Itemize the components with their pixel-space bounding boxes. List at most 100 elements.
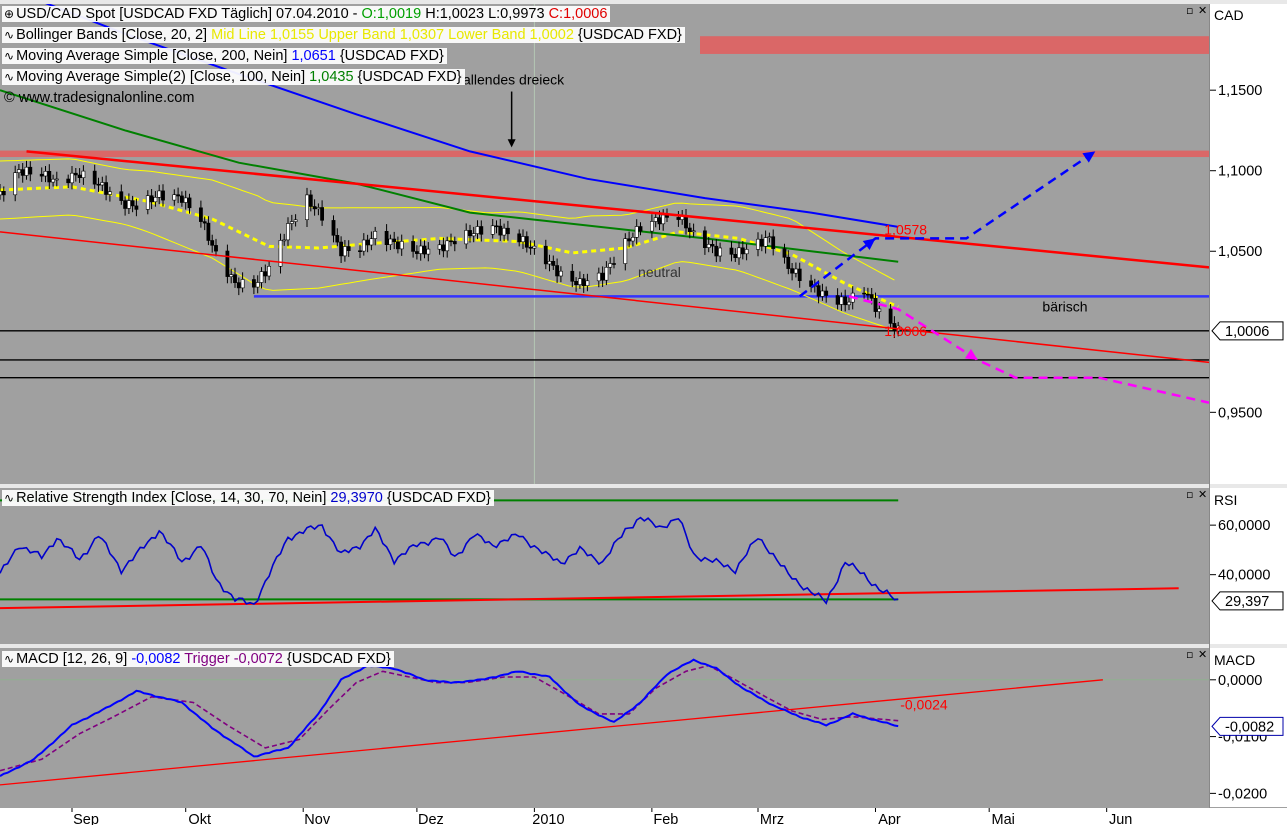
candle-body	[252, 279, 256, 288]
candle-body	[873, 297, 878, 312]
panel-separators	[0, 0, 1287, 808]
rsi-close-icon[interactable]: ✕	[1198, 488, 1208, 501]
price-candle	[676, 211, 681, 227]
price-candle	[13, 165, 18, 202]
rsi-axis-background[interactable]	[1210, 488, 1287, 644]
legend-row-ma200[interactable]: ∿ Moving Average Simple [Close, 200, Nein…	[2, 47, 685, 66]
rsi-minimize-icon[interactable]: ▫	[1186, 488, 1194, 501]
rsi-plot-area[interactable]	[0, 488, 1209, 644]
price-candle	[233, 267, 237, 288]
candle-body	[638, 226, 643, 232]
price-candle	[452, 236, 457, 252]
bollinger-lower-line	[0, 214, 895, 331]
candle-body	[1, 191, 6, 196]
price-candle	[604, 261, 609, 286]
legend-macd-name: MACD [12, 26, 9]	[16, 651, 132, 667]
candle-body	[687, 227, 692, 233]
candle-body	[13, 172, 18, 196]
price-candle	[445, 236, 450, 258]
legend-row-symbol[interactable]: ⊕ USD/CAD Spot [USDCAD FXD Täglich] 07.04…	[2, 5, 685, 24]
price-candle	[771, 229, 776, 256]
price-candle	[305, 187, 309, 227]
time-tick-label: Sep	[73, 812, 99, 825]
price-candle	[225, 244, 230, 284]
candle-body	[331, 220, 336, 236]
candle-body	[551, 260, 556, 266]
candle-body	[627, 238, 632, 242]
price-candle	[411, 235, 416, 258]
candle-body	[335, 235, 340, 243]
price-candle	[24, 160, 29, 180]
candle-body	[392, 238, 397, 243]
candle-body	[395, 241, 400, 250]
candle-body	[706, 244, 711, 248]
candle-body	[767, 236, 772, 238]
legend-ma100-name: Moving Average Simple(2) [Close, 100, Ne…	[16, 69, 310, 85]
candle-body	[744, 249, 749, 255]
macd-legend: ∿ MACD [12, 26, 9] -0,0082 Trigger -0,007…	[2, 650, 394, 669]
price-candle	[759, 234, 764, 252]
price-candle	[767, 232, 772, 243]
macd-panel: -0,0024	[0, 648, 1209, 807]
candle-body	[634, 226, 639, 238]
macd-trendline	[0, 679, 1103, 786]
time-tick-label: Feb	[653, 812, 678, 825]
price-axis-background[interactable]	[1210, 4, 1287, 484]
candle-body	[528, 247, 533, 249]
candle-body	[187, 197, 192, 209]
price-candle	[161, 184, 165, 207]
price-candle	[77, 168, 82, 183]
candle-body	[123, 200, 128, 209]
separator-price-rsi[interactable]	[0, 484, 1287, 488]
price-candle	[392, 231, 397, 250]
candle-body	[790, 268, 795, 274]
price-candle	[517, 229, 522, 247]
candle-body	[145, 195, 150, 210]
annotation-level-10006: 1,0006	[884, 323, 927, 339]
legend-ma100-instrument: {USDCAD FXD}	[353, 69, 462, 85]
candle-body	[479, 226, 484, 235]
macd-close-icon[interactable]: ✕	[1198, 648, 1208, 661]
candle-body	[585, 280, 590, 286]
price-candle	[149, 189, 154, 210]
chart-type-icon: ⊕	[4, 7, 15, 21]
legend-row-bollinger[interactable]: ∿ Bollinger Bands [Close, 20, 2] Mid Line…	[2, 26, 685, 45]
legend-macd-value: -0,0082	[131, 651, 181, 667]
candle-body	[210, 240, 215, 246]
macd-tick-label: -0,0200	[1218, 786, 1267, 802]
price-candle	[847, 296, 851, 311]
candle-body	[214, 245, 218, 252]
candle-body	[278, 240, 283, 267]
macd-minimize-icon[interactable]: ▫	[1186, 648, 1194, 661]
price-candle	[180, 191, 184, 207]
price-candle	[187, 193, 192, 214]
candle-body	[521, 236, 525, 243]
price-candle	[763, 230, 768, 254]
legend-bollinger-instrument: {USDCAD FXD}	[573, 27, 682, 43]
candle-body	[66, 178, 71, 184]
candle-body	[892, 323, 897, 332]
legend-rsi-instrument: {USDCAD FXD}	[382, 490, 491, 506]
price-candle	[278, 233, 283, 274]
price-candle	[176, 187, 181, 204]
legend-row-ma100[interactable]: ∿ Moving Average Simple(2) [Close, 100, N…	[2, 68, 685, 87]
candle-body	[77, 174, 82, 179]
legend-row-rsi[interactable]: ∿ Relative Strength Index [Close, 14, 30,…	[2, 489, 494, 508]
price-close-icon[interactable]: ✕	[1198, 4, 1208, 17]
candle-body	[225, 250, 230, 277]
bollinger-mid-line	[0, 185, 899, 309]
candle-body	[282, 239, 287, 242]
price-candle	[43, 166, 48, 183]
separator-rsi-macd[interactable]	[0, 644, 1287, 648]
price-minimize-icon[interactable]: ▫	[1186, 4, 1194, 17]
price-candle	[691, 223, 696, 237]
time-tick-label: 2010	[532, 812, 564, 825]
legend-row-macd[interactable]: ∿ MACD [12, 26, 9] -0,0082 Trigger -0,007…	[2, 650, 394, 669]
candle-body	[558, 270, 563, 277]
price-candle	[577, 271, 582, 289]
candle-body	[596, 272, 601, 282]
price-candle	[16, 164, 21, 179]
candle-body	[20, 169, 25, 176]
time-axis-background[interactable]	[0, 808, 1287, 825]
